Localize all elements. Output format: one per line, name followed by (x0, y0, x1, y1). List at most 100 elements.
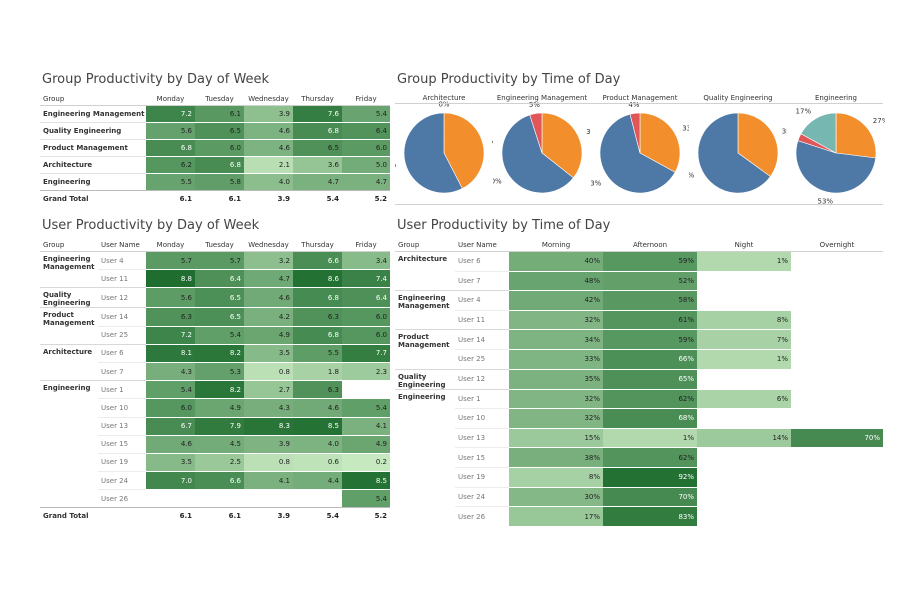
heatmap-cell: 6.0 (342, 139, 390, 157)
user-name: User 14 (455, 329, 509, 350)
column-header-period: Afternoon (603, 238, 697, 252)
heatmap-cell: 52% (603, 270, 697, 291)
group-name: Product Management (40, 139, 146, 157)
user-name: User 19 (98, 452, 146, 472)
heatmap-cell: 5.5 (293, 343, 342, 363)
group-name: Engineering (40, 380, 98, 508)
heatmap-cell: 4.6 (146, 434, 195, 454)
column-header-group: Group (40, 92, 146, 106)
heatmap-cell: 2.3 (342, 361, 390, 381)
heatmap-cell: 6.8 (293, 287, 342, 308)
grand-total-label: Grand Total (40, 190, 146, 208)
group-name: Product Management (395, 329, 455, 370)
column-header-group: Group (40, 238, 98, 252)
heatmap-cell: 4.1 (244, 471, 293, 490)
column-header-day: Tuesday (195, 238, 244, 252)
heatmap-cell (697, 466, 791, 488)
group-time-title: Group Productivity by Time of Day (397, 72, 621, 87)
pie-slice-label: 53% (818, 197, 834, 204)
heatmap-cell: 6.6 (293, 250, 342, 270)
pie-slice-label: 4% (628, 101, 639, 109)
heatmap-cell: 6.3 (146, 307, 195, 327)
user-name: User 15 (98, 434, 146, 454)
heatmap-cell (791, 348, 883, 370)
heatmap-cell (791, 408, 883, 429)
heatmap-cell: 35% (509, 368, 603, 390)
heatmap-cell: 4.6 (244, 139, 293, 157)
heatmap-cell: 6.5 (195, 122, 244, 140)
table-row: User 24 7.0 6.6 4.1 4.4 8.5 (40, 471, 390, 490)
heatmap-cell: 8.6 (293, 269, 342, 288)
heatmap-cell: 3.9 (244, 105, 293, 123)
heatmap-cell: 4.9 (195, 398, 244, 417)
heatmap-cell: 0.8 (244, 361, 293, 381)
heatmap-cell: 7.4 (342, 269, 390, 288)
heatmap-cell: 6.5 (195, 307, 244, 327)
heatmap-cell: 70% (603, 486, 697, 507)
table-row: User 26 5.4 (40, 489, 390, 508)
table-row: User 11 8.8 6.4 4.7 8.6 7.4 (40, 269, 390, 288)
table-row: User 15 38% 62% (395, 447, 883, 468)
heatmap-cell: 3.2 (244, 250, 293, 270)
pie-slice-afternoon (639, 112, 681, 173)
heatmap-cell: 4.4 (293, 471, 342, 490)
heatmap-cell: 68% (603, 408, 697, 429)
heatmap-cell: 5.7 (146, 250, 195, 270)
pie-title: Engineering (815, 94, 857, 102)
heatmap-cell: 6.5 (195, 287, 244, 308)
heatmap-cell: 5.5 (146, 173, 195, 191)
heatmap-cell: 70% (791, 427, 883, 448)
user-name: User 7 (98, 361, 146, 381)
heatmap-cell: 4.6 (244, 287, 293, 308)
heatmap-cell: 6.2 (146, 156, 195, 174)
table-row: User 10 32% 68% (395, 408, 883, 429)
heatmap-cell (697, 290, 791, 311)
grand-total-value: 3.9 (244, 190, 293, 208)
pie-slice-morning (697, 112, 771, 194)
pie-slice-label: 63% (591, 180, 602, 188)
heatmap-cell: 34% (509, 329, 603, 350)
heatmap-cell: 7.2 (146, 325, 195, 345)
pie-chart: 35% 65% (689, 112, 787, 194)
heatmap-cell: 7.6 (293, 105, 342, 123)
grand-total-value: 6.1 (146, 507, 195, 524)
table-row: User 19 3.5 2.5 0.8 0.6 0.2 (40, 452, 390, 472)
column-header-period: Morning (509, 238, 603, 252)
grand-total-value: 5.4 (293, 190, 342, 208)
user-day-title: User Productivity by Day of Week (42, 218, 260, 233)
heatmap-cell (195, 489, 244, 508)
heatmap-cell: 6% (697, 388, 791, 409)
column-header-day: Thursday (293, 238, 342, 252)
table-row: Quality Engineering User 12 5.6 6.5 4.6 6.8 6.… (40, 287, 390, 308)
heatmap-cell: 6.0 (146, 398, 195, 417)
table-row: User 24 30% 70% (395, 486, 883, 507)
heatmap-cell: 4.9 (342, 434, 390, 454)
heatmap-cell: 6.5 (293, 139, 342, 157)
user-name: User 10 (455, 408, 509, 429)
user-name: User 14 (98, 307, 146, 327)
heatmap-cell: 62% (603, 388, 697, 409)
column-header-day: Monday (146, 238, 195, 252)
table-row: User 26 17% 83% (395, 506, 883, 527)
heatmap-cell: 0.6 (293, 452, 342, 472)
heatmap-cell: 58% (603, 290, 697, 311)
table-row: Engineering Management User 4 42% 58% (395, 290, 883, 330)
pie-slice-night (629, 112, 641, 154)
heatmap-cell: 59% (603, 329, 697, 350)
heatmap-cell: 4.5 (195, 434, 244, 454)
column-header-day: Friday (342, 238, 390, 252)
user-name: User 25 (98, 325, 146, 345)
table-row: Product Management User 14 6.3 6.5 4.2 6.3 6.0 (40, 307, 390, 345)
group-name: Engineering Management (395, 290, 455, 330)
heatmap-cell (293, 489, 342, 508)
column-header-day: Wednesday (244, 238, 293, 252)
heatmap-cell: 48% (509, 270, 603, 291)
heatmap-cell: 6.8 (293, 325, 342, 345)
group-name: Quality Engineering (40, 287, 98, 308)
pie-slice-label: 65% (689, 172, 695, 180)
table-row: User 19 8% 92% (395, 466, 883, 488)
heatmap-cell: 2.1 (244, 156, 293, 174)
heatmap-cell (146, 489, 195, 508)
pie-slice-afternoon (443, 112, 485, 189)
user-name: User 11 (455, 309, 509, 330)
